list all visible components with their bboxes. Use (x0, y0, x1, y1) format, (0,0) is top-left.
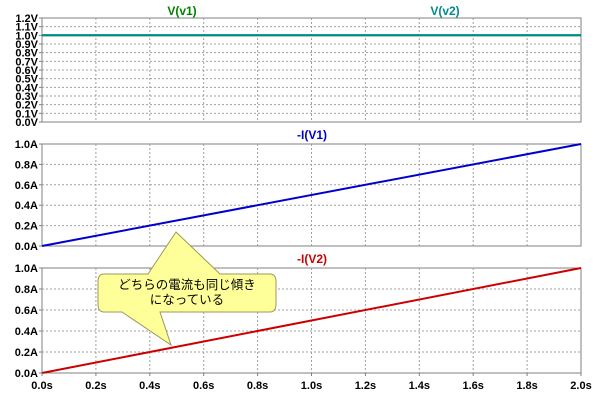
y-tick-label: 1.0A (15, 139, 38, 151)
y-tick-label: 1.0V (15, 30, 38, 42)
y-tick-label: 0.4A (15, 326, 38, 338)
x-tick-label: 0.0s (31, 380, 52, 392)
y-tick-label: 1.2V (15, 13, 38, 25)
y-tick-label: 0.0A (15, 368, 38, 380)
y-tick-label: 0.9V (15, 39, 38, 51)
x-tick-label: 1.8s (516, 380, 537, 392)
y-tick-label: 0.3V (15, 91, 38, 103)
series-line-i-v1 (41, 143, 582, 247)
y-tick-label: 0.6A (15, 305, 38, 317)
callout-text-line: になっている (150, 292, 224, 307)
y-tick-label: 0.2A (15, 347, 38, 359)
y-tick-label: 0.2A (15, 221, 38, 233)
y-tick-label: 0.6A (15, 180, 38, 192)
y-tick-label: 0.0A (15, 241, 38, 253)
y-tick-label: 0.7V (15, 56, 38, 68)
y-tick-label: 0.8V (15, 48, 38, 60)
x-tick-label: 2.0s (570, 380, 591, 392)
y-tick-label: 0.4A (15, 200, 38, 212)
y-tick-label: 0.2V (15, 100, 38, 112)
plot-pane-2: 0.0A 0.2A 0.4A 0.6A 0.8A 1.0A -I(V1) (15, 128, 582, 253)
y-tick-label: 1.1V (15, 22, 38, 34)
x-tick-label: 0.8s (247, 380, 268, 392)
x-tick-label: 1.0s (301, 380, 322, 392)
x-tick-label: 1.4s (409, 380, 430, 392)
y-tick-label: 0.6V (15, 65, 38, 77)
x-tick-label: 0.6s (193, 380, 214, 392)
x-tick-label: 0.2s (85, 380, 106, 392)
y-tick-label: 0.8A (15, 284, 38, 296)
y-tick-label: 0.4V (15, 82, 38, 94)
y-tick-label: 0.8A (15, 159, 38, 171)
y-tick-label: 0.1V (15, 108, 38, 120)
trace-title[interactable]: V(v1) (167, 4, 196, 18)
x-tick-label: 1.2s (355, 380, 376, 392)
plot-pane-1: 0.0V0.1V0.2V0.3V0.4V0.5V0.6V0.7V0.8V0.9V… (15, 4, 582, 129)
y-tick-label: 1.0A (15, 263, 38, 275)
y-tick-label: 0.5V (15, 74, 38, 86)
trace-title[interactable]: V(v2) (430, 4, 459, 18)
callout-text-line: どちらの電流も同じ傾き (118, 277, 256, 292)
trace-title[interactable]: -I(V2) (297, 252, 327, 266)
plot-pane-3: 0.0A 0.2A 0.4A 0.6A 0.8A 1.0A -I(V2) (15, 252, 582, 380)
series-line-i-v2 (41, 267, 582, 374)
callout-balloon (97, 231, 277, 347)
x-tick-label: 1.6s (462, 380, 483, 392)
y-tick-label: 0.0V (15, 117, 38, 129)
x-tick-label: 0.4s (139, 380, 160, 392)
trace-title[interactable]: -I(V1) (297, 128, 327, 142)
